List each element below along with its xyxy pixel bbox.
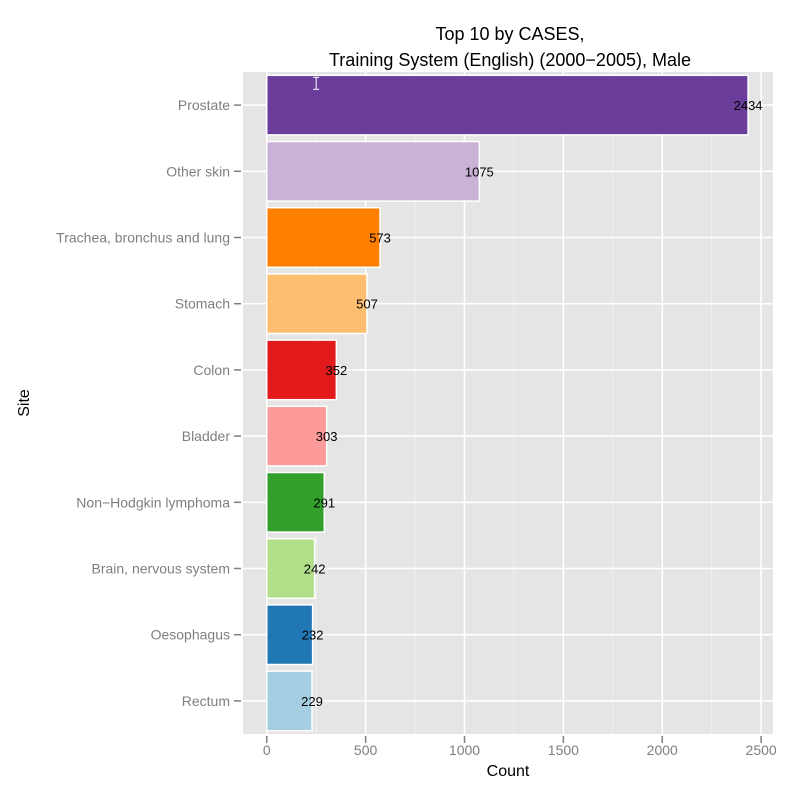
x-axis-title: Count (487, 763, 530, 780)
data-label: 2434 (734, 98, 763, 113)
y-axis-title: Site (16, 389, 33, 417)
y-tick-label: Rectum (182, 693, 230, 709)
y-axis-ticks: Prostate Other skin Trachea, bronchus and … (56, 97, 241, 709)
bars (265, 74, 749, 732)
data-label: 242 (304, 562, 326, 577)
x-tick-label: 1000 (449, 742, 480, 758)
data-label: 352 (325, 363, 347, 378)
bar (265, 670, 313, 732)
bar (265, 206, 381, 269)
x-tick-label: 0 (263, 742, 271, 758)
data-label: 303 (316, 429, 338, 444)
bar (265, 604, 314, 666)
chart-title-line-2: Training System (English) (2000−2005), M… (329, 50, 691, 70)
bar (265, 74, 749, 136)
y-tick-label: Colon (193, 362, 230, 378)
x-tick-label: 500 (354, 742, 378, 758)
y-tick-label: Oesophagus (151, 627, 230, 643)
error-bar (313, 76, 320, 90)
data-label: 229 (301, 694, 323, 709)
bar (265, 273, 368, 335)
x-tick-label: 2500 (746, 742, 777, 758)
bar (265, 140, 481, 202)
y-tick-label: Brain, nervous system (92, 561, 231, 577)
bar (265, 405, 328, 467)
y-tick-label: Non−Hodgkin lymphoma (76, 494, 230, 510)
data-label: 573 (369, 231, 391, 246)
data-label: 291 (313, 495, 335, 510)
y-tick-label: Trachea, bronchus and lung (56, 230, 230, 246)
y-tick-label: Stomach (175, 296, 230, 312)
bar (265, 537, 316, 600)
x-tick-label: 1500 (548, 742, 579, 758)
x-axis-ticks: 0 500 1000 1500 2000 2500 (263, 736, 777, 758)
data-label: 507 (356, 297, 378, 312)
data-label: 1075 (465, 164, 494, 179)
data-label: 232 (302, 628, 324, 643)
y-tick-label: Bladder (182, 428, 231, 444)
x-tick-label: 2000 (647, 742, 678, 758)
y-tick-label: Prostate (178, 97, 230, 113)
data-labels: 2434 1075 573 507 352 303 291 242 232 229 (301, 98, 762, 709)
y-tick-label: Other skin (166, 163, 230, 179)
chart-title-line-1: Top 10 by CASES, (435, 24, 584, 44)
bar (265, 471, 326, 533)
bar (265, 339, 338, 401)
